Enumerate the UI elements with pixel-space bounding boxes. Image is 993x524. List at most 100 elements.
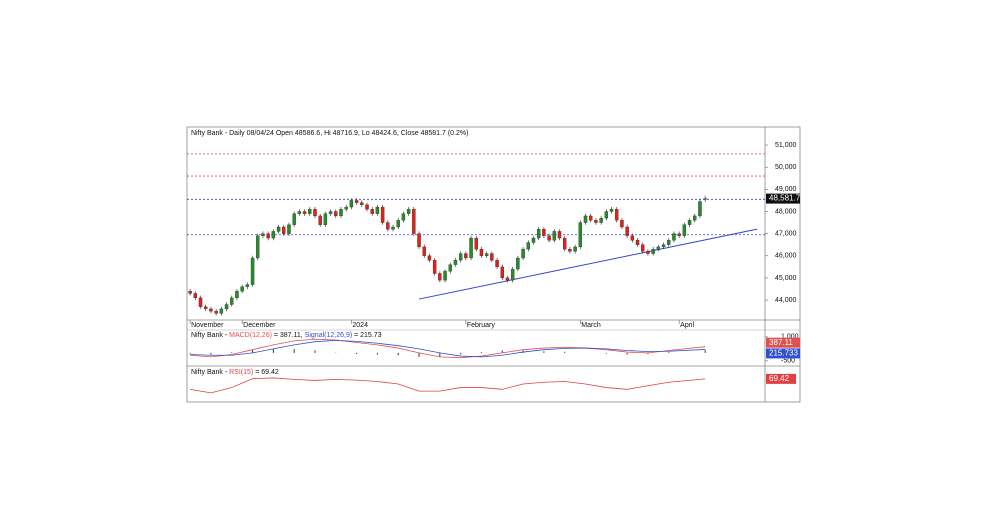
candle-body (516, 257, 520, 270)
candle-body (500, 266, 504, 279)
candle-body (484, 253, 489, 256)
candle-body (568, 248, 572, 252)
candle-body (594, 220, 598, 223)
candle-body (287, 224, 291, 234)
x-tick-label: February (467, 322, 496, 329)
macd-histogram-bar (605, 352, 607, 354)
candle-body (401, 213, 406, 221)
candle-body (276, 226, 281, 232)
chart-frame (186, 126, 801, 403)
candle-body (193, 293, 198, 299)
y-tick-label: 45,000 (775, 275, 797, 282)
candle-body (646, 251, 650, 254)
macd-label-part: = 387.11, (272, 332, 305, 339)
macd-histogram-bar (460, 352, 462, 355)
y-tick-label: 50,000 (775, 164, 797, 171)
candle-body (250, 257, 255, 285)
candle-body (703, 198, 707, 200)
candle-body (318, 215, 322, 225)
macd-tag: 387.11 (769, 338, 793, 347)
candle-body (230, 297, 234, 305)
candle-body (448, 264, 452, 272)
candle-body (370, 209, 374, 214)
candle-body (323, 213, 328, 225)
macd-label-part: Signal(12,26,9) (305, 332, 352, 339)
macd-histogram-bar (397, 352, 399, 356)
candle-body (547, 235, 551, 241)
candle-body (562, 237, 567, 250)
candle-body (339, 209, 343, 217)
candle-body (313, 209, 317, 217)
macd-label-part: Nifty Bank - (191, 332, 229, 339)
candle-body (677, 233, 681, 236)
macd-line (190, 338, 706, 359)
candle-body (224, 304, 229, 310)
candle-body (469, 237, 473, 259)
x-tick-label: November (191, 322, 224, 329)
chart-title: Nifty Bank - Daily 08/04/24 Open 48586.6… (191, 130, 468, 137)
candle-body (261, 233, 265, 236)
candle-body (391, 226, 395, 230)
candle-body (599, 217, 603, 223)
candle-body (412, 209, 416, 234)
candle-body (635, 240, 640, 245)
candle-body (422, 246, 426, 256)
candle-body (625, 226, 629, 236)
macd-histogram-bar (356, 352, 358, 354)
candle-body (542, 229, 546, 236)
macd-histogram-bar (272, 348, 274, 353)
macd-histogram-bar (647, 352, 649, 355)
candle-body (219, 308, 224, 314)
macd-histogram-bar (543, 351, 545, 353)
candle-body (672, 233, 676, 241)
macd-histogram-bar (501, 350, 503, 353)
candle-body (641, 244, 645, 252)
candle-body (651, 248, 655, 254)
candle-body (557, 231, 562, 239)
macd-label-part: MACD(12,26) (229, 332, 272, 339)
trendline (418, 228, 758, 300)
rsi-line (190, 377, 706, 394)
candle-body (443, 271, 447, 281)
macd-histogram-bar (231, 352, 233, 353)
candle-body (204, 306, 208, 310)
candle-body (417, 233, 421, 248)
candle-body (328, 211, 333, 214)
rsi-label: Nifty Bank - RSI(15) = 69.42 (191, 369, 279, 376)
candle-body (536, 229, 541, 239)
rsi-label-part: Nifty Bank - (191, 369, 229, 376)
macd-label: Nifty Bank - MACD(12,26) = 387.11, Signa… (191, 332, 382, 339)
macd-histogram-bar (418, 352, 420, 357)
candle-body (573, 246, 577, 252)
y-tick-label: -500 (781, 358, 795, 365)
x-tick-label: April (680, 322, 694, 329)
candle-body (360, 202, 364, 205)
candle-body (354, 200, 359, 203)
macd-histogram-bar (252, 349, 254, 353)
candle-body (282, 226, 286, 234)
candle-body (458, 253, 463, 261)
close-tag: 48,581.7 (769, 194, 801, 203)
candle-body (334, 211, 338, 217)
macd-histogram-bar (189, 352, 191, 354)
candle-body (297, 211, 302, 214)
candle-body (661, 244, 666, 248)
macd-histogram-bar (293, 348, 295, 353)
macd-histogram-bar (480, 352, 482, 353)
macd-histogram-bar (210, 352, 212, 355)
macd-histogram-bar (564, 351, 566, 353)
macd-histogram-bar (704, 350, 706, 353)
candle-body (271, 231, 276, 239)
candle-body (375, 206, 380, 214)
macd-histogram-bar (314, 350, 316, 353)
candle-body (510, 268, 515, 281)
rsi-tag: 69.42 (769, 374, 790, 383)
close-tag-bg (766, 193, 800, 204)
candle-body (526, 242, 530, 250)
candle-body (474, 237, 478, 250)
candle-body (256, 235, 260, 259)
candle-body (615, 209, 619, 221)
macd-tag: 215.733 (769, 349, 798, 358)
candle-body (365, 204, 369, 210)
